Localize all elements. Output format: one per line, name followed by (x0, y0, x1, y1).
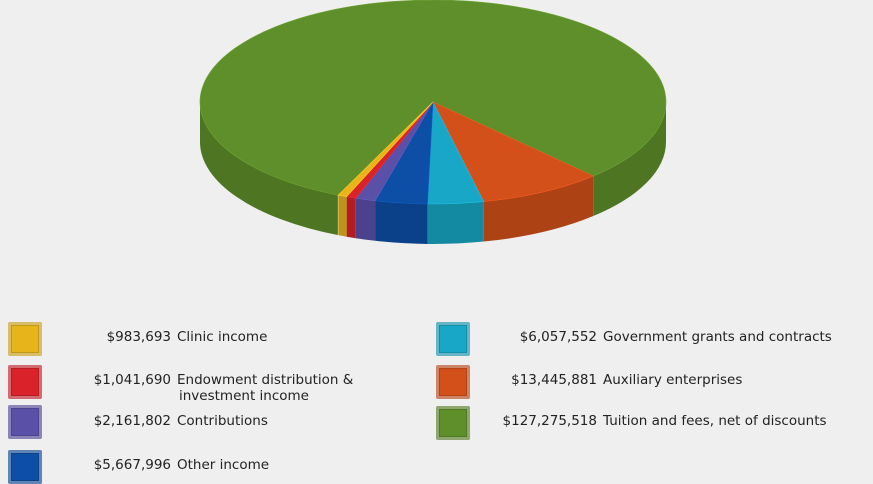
legend-swatch-clinic-income (8, 322, 42, 356)
pie-slice-auxiliary-enterprises (432, 101, 595, 202)
legend-swatch-government-grants (436, 322, 470, 356)
pie-side-auxiliary-enterprises (483, 176, 594, 242)
legend-swatch-other-income (8, 450, 42, 484)
legend-label-auxiliary: Auxiliary enterprises (603, 372, 743, 388)
legend-label-endowment-line1: Endowment distribution & (177, 372, 354, 388)
pie-side-contributions (355, 198, 376, 241)
legend-label-clinic-income: Clinic income (177, 329, 268, 345)
legend-amount-endowment: $1,041,690 (93, 372, 171, 388)
pie-side-government-grants-and-contracts (427, 201, 484, 244)
pie-top (199, 0, 667, 205)
pie-side-endowment-distribution-investment-income (346, 196, 356, 239)
legend-amount-government-grants: $6,057,552 (519, 329, 597, 345)
pie-side-tuition-and-fees-net-of-discounts (593, 102, 666, 217)
pie-side-tuition-and-fees-net-of-discounts (200, 102, 339, 236)
legend-swatch-tuition (436, 406, 470, 440)
legend-amount-auxiliary: $13,445,881 (511, 372, 597, 388)
legend-label-endowment-line2: investment income (179, 388, 309, 404)
legend-item-contributions: $2,161,802 Contributions (8, 405, 268, 439)
legend-item-auxiliary: $13,445,881 Auxiliary enterprises (436, 365, 742, 399)
legend-item-other-income: $5,667,996 Other income (8, 450, 269, 484)
legend-label-government-grants: Government grants and contracts (603, 329, 832, 345)
pie-slice-clinic-income (337, 101, 434, 198)
pie-sides (200, 102, 666, 244)
legend-item-government-grants: $6,057,552 Government grants and contract… (436, 322, 832, 356)
legend-swatch-endowment (8, 365, 42, 399)
legend-amount-other-income: $5,667,996 (93, 457, 171, 473)
legend-amount-clinic-income: $983,693 (106, 329, 171, 345)
legend-label-contributions: Contributions (177, 413, 268, 429)
legend-label-other-income: Other income (177, 457, 270, 473)
legend-amount-tuition: $127,275,518 (502, 413, 597, 429)
pie-side-other-income (375, 200, 428, 244)
legend-label-tuition: Tuition and fees, net of discounts (603, 413, 827, 429)
pie-side-clinic-income (338, 195, 347, 237)
legend-swatch-contributions (8, 405, 42, 439)
legend-label-endowment: Endowment distribution & investment incom… (177, 372, 353, 404)
legend-amount-contributions: $2,161,802 (93, 413, 171, 429)
legend-item-tuition: $127,275,518 Tuition and fees, net of dis… (436, 406, 827, 440)
legend-item-endowment: $1,041,690 Endowment distribution & invest… (8, 365, 353, 404)
pie-slice-tuition-and-fees-net-of-discounts (199, 0, 667, 196)
pie-chart (199, 0, 667, 244)
legend-swatch-auxiliary (436, 365, 470, 399)
legend-item-clinic-income: $983,693 Clinic income (8, 322, 267, 356)
